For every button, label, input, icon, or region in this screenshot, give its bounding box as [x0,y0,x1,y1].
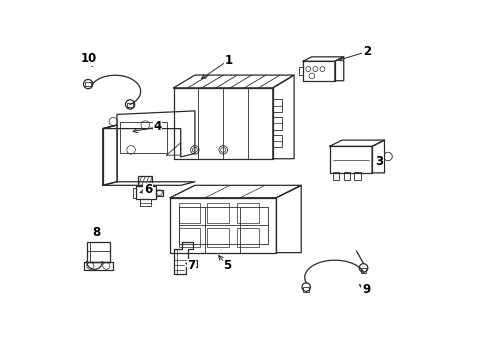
Bar [237,228,258,247]
Bar [136,186,156,199]
Bar [303,287,308,292]
Bar [237,203,258,222]
Text: 8: 8 [92,226,100,239]
Bar [179,228,200,247]
Text: 10: 10 [81,52,97,65]
Text: 7: 7 [187,259,195,272]
Bar [179,203,200,222]
Bar [127,103,133,107]
Text: 5: 5 [223,259,231,272]
Bar [85,82,91,86]
Bar [207,203,228,222]
Bar [343,172,349,180]
Bar [354,172,360,180]
Bar [332,172,339,180]
Text: 3: 3 [374,155,383,168]
Bar [138,176,152,186]
Text: 2: 2 [362,45,370,58]
Bar [207,228,228,247]
Bar [120,122,166,153]
Bar [360,268,366,273]
Text: 4: 4 [153,120,162,133]
Text: 1: 1 [224,54,232,67]
Text: 9: 9 [361,283,369,296]
Bar [86,242,110,261]
Text: 6: 6 [143,184,152,197]
